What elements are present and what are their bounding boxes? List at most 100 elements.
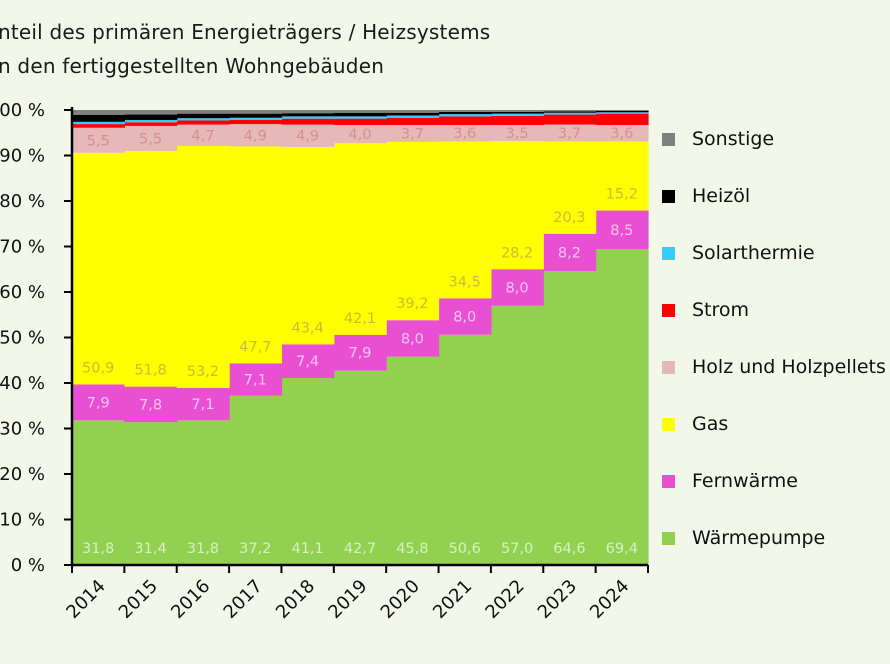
data-label-wärmepumpe-2016: 31,8 (187, 541, 219, 557)
bar-wärmepumpe-2015 (124, 422, 178, 565)
bar-fernwärme-2020 (386, 320, 440, 357)
bar-wärmepumpe-2016 (176, 420, 230, 565)
bar-sonstige-2020 (386, 110, 440, 113)
bar-sonstige-2016 (176, 110, 230, 114)
x-tick-label: 2023 (534, 576, 581, 623)
bar-solarthermie-2017 (229, 117, 283, 121)
legend-label: Gas (692, 413, 729, 435)
bar-wärmepumpe-2019 (333, 370, 387, 565)
bar-fernwärme-2021 (438, 298, 492, 335)
data-label-holz-und-holzpellets-2023: 3,7 (558, 126, 581, 142)
x-tick-label: 2015 (115, 576, 162, 623)
bar-gas-2021 (438, 141, 492, 299)
data-label-wärmepumpe-2024: 69,4 (606, 541, 638, 557)
y-tick-label: 80 % (0, 191, 45, 212)
bar-holz-und-holzpellets-2021 (438, 125, 492, 142)
bar-fernwärme-2019 (333, 334, 387, 371)
data-label-wärmepumpe-2017: 37,2 (239, 541, 271, 557)
bar-solarthermie-2018 (281, 116, 335, 119)
legend-item: Solarthermie (662, 242, 815, 264)
bar-gas-2015 (124, 150, 178, 387)
chart-title-line-1: nteil des primären Energieträgers / Heiz… (0, 20, 491, 44)
y-tick-label: 40 % (0, 373, 45, 394)
data-label-holz-und-holzpellets-2020: 3,7 (401, 126, 424, 142)
bar-sonstige-2023 (543, 110, 597, 112)
bar-strom-2018 (281, 118, 335, 125)
data-label-gas-2022: 28,2 (501, 245, 533, 261)
data-label-holz-und-holzpellets-2014: 5,5 (87, 133, 110, 149)
legend-item: Strom (662, 299, 749, 321)
bar-wärmepumpe-2020 (386, 356, 440, 565)
legend-label: Fernwärme (692, 470, 798, 492)
bar-fernwärme-2018 (281, 344, 335, 378)
bar-strom-2022 (490, 115, 544, 126)
legend-label: Sonstige (692, 128, 775, 150)
bar-wärmepumpe-2014 (72, 420, 125, 565)
bar-wärmepumpe-2018 (281, 377, 335, 565)
bar-fernwärme-2014 (72, 384, 125, 421)
data-label-gas-2020: 39,2 (396, 296, 428, 312)
data-label-wärmepumpe-2018: 41,1 (291, 541, 323, 557)
data-label-holz-und-holzpellets-2015: 5,5 (139, 131, 162, 147)
bar-heizöl-2016 (176, 113, 230, 119)
bar-holz-und-holzpellets-2016 (176, 124, 230, 146)
data-label-gas-2024: 15,2 (606, 187, 638, 203)
bar-holz-und-holzpellets-2024 (595, 125, 649, 142)
data-label-fernwärme-2023: 8,2 (558, 245, 581, 261)
bar-strom-2014 (72, 124, 125, 128)
bar-strom-2017 (229, 120, 283, 125)
bar-heizöl-2024 (595, 110, 649, 113)
bar-strom-2016 (176, 120, 230, 125)
bar-strom-2021 (438, 116, 492, 126)
bar-strom-2015 (124, 122, 178, 126)
bar-heizöl-2019 (333, 112, 387, 117)
bar-solarthermie-2022 (490, 113, 544, 116)
bar-sonstige-2018 (281, 110, 335, 114)
bar-holz-und-holzpellets-2014 (72, 127, 125, 153)
bar-fernwärme-2016 (176, 388, 230, 421)
data-label-gas-2023: 20,3 (553, 210, 585, 226)
bar-sonstige-2014 (72, 110, 125, 116)
data-label-gas-2021: 34,5 (449, 274, 481, 290)
data-label-gas-2019: 42,1 (344, 311, 376, 327)
x-tick-label: 2020 (377, 576, 424, 623)
bar-heizöl-2021 (438, 111, 492, 115)
bar-fernwärme-2022 (490, 269, 544, 306)
legend-swatch (662, 246, 675, 260)
bar-solarthermie-2021 (438, 114, 492, 117)
y-tick-label: 90 % (0, 146, 45, 167)
bar-fernwärme-2023 (543, 233, 597, 272)
bar-wärmepumpe-2017 (229, 395, 283, 565)
bar-holz-und-holzpellets-2017 (229, 124, 283, 147)
data-label-fernwärme-2015: 7,8 (139, 397, 162, 413)
data-label-fernwärme-2016: 7,1 (191, 397, 214, 413)
legend-swatch (662, 531, 675, 545)
bar-wärmepumpe-2023 (543, 271, 597, 565)
bar-holz-und-holzpellets-2019 (333, 125, 387, 144)
bar-heizöl-2014 (72, 115, 125, 122)
bar-gas-2016 (176, 145, 230, 389)
bar-wärmepumpe-2021 (438, 334, 492, 565)
bar-strom-2023 (543, 114, 597, 125)
data-label-holz-und-holzpellets-2022: 3,5 (506, 126, 529, 142)
bar-sonstige-2024 (595, 110, 649, 111)
bar-sonstige-2017 (229, 110, 283, 114)
bar-heizöl-2017 (229, 113, 283, 118)
bar-strom-2019 (333, 118, 387, 126)
x-tick-label: 2021 (429, 576, 476, 623)
legend-label: Wärmepumpe (692, 527, 826, 549)
y-tick-label: 100 % (0, 100, 45, 121)
legend-swatch (662, 132, 675, 146)
legend-label: Holz und Holzpellets (692, 356, 886, 378)
bar-gas-2014 (72, 152, 125, 385)
bar-solarthermie-2024 (595, 112, 649, 114)
legend-swatch (662, 360, 675, 374)
bar-sonstige-2015 (124, 110, 178, 115)
x-tick-label: 2018 (272, 576, 319, 623)
legend-item: Fernwärme (662, 470, 798, 492)
bar-gas-2024 (595, 141, 649, 211)
data-label-gas-2014: 50,9 (82, 360, 114, 376)
data-label-gas-2017: 47,7 (239, 339, 271, 355)
legend-item: Wärmepumpe (662, 527, 825, 549)
